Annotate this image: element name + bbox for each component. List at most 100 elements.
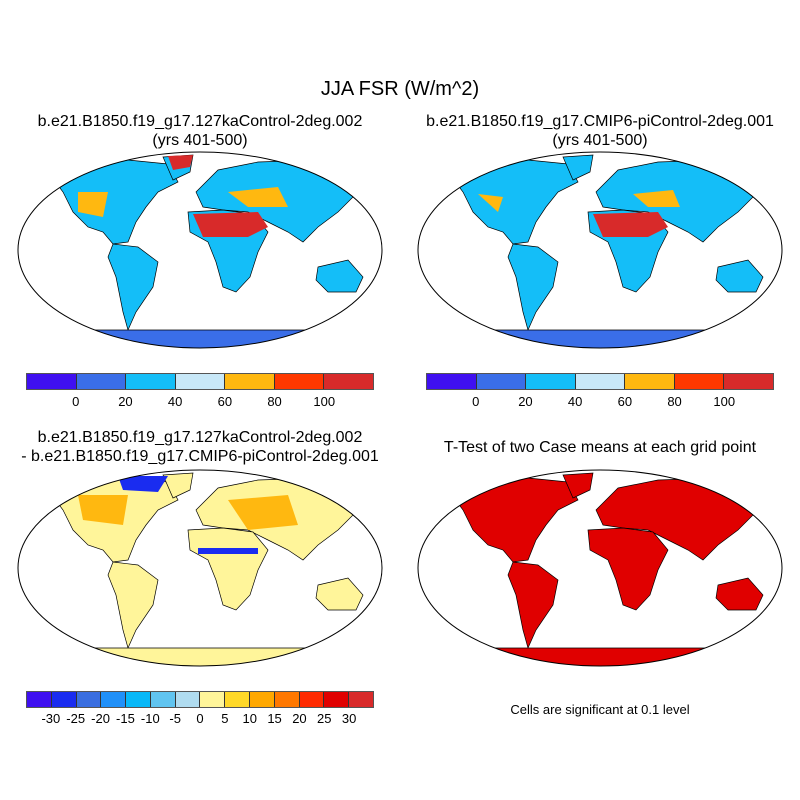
colorbar-tick-label: -25 bbox=[66, 711, 86, 726]
colorbar-tick-label: 10 bbox=[242, 711, 257, 726]
colorbar-difference-labels: -30 -25 -20 -15 -10 -5 0 5 10 15 20 25 30 bbox=[26, 711, 374, 727]
colorbar-tick-label: -15 bbox=[116, 711, 135, 726]
colorbar-tick-label: -10 bbox=[140, 711, 160, 726]
continent-samerica bbox=[107, 243, 159, 332]
colorbar-tick-label: 100 bbox=[713, 394, 736, 409]
colorbar-swatch bbox=[27, 374, 77, 389]
colorbar-tick-label: 20 bbox=[292, 711, 307, 726]
colorbar-swatch bbox=[674, 374, 725, 389]
colorbar-tick-label: 80 bbox=[667, 394, 682, 409]
title-line: (yrs 401-500) bbox=[152, 132, 248, 149]
continent-samerica bbox=[507, 243, 559, 332]
field-region bbox=[228, 495, 298, 530]
continent-australia bbox=[315, 577, 364, 611]
map-border bbox=[417, 469, 783, 667]
figure-title: JJA FSR (W/m^2) bbox=[320, 78, 480, 100]
colorbar-difference bbox=[26, 691, 374, 708]
colorbar-swatch bbox=[575, 374, 626, 389]
colorbar-swatch bbox=[175, 374, 226, 389]
colorbar-tick-label: 0 bbox=[472, 394, 480, 409]
colorbar-absolute-right-labels: 0 20 40 60 80 100 bbox=[426, 394, 774, 410]
colorbar-swatch bbox=[200, 692, 226, 707]
continent-namerica bbox=[447, 159, 579, 245]
title-line: b.e21.B1850.f19_g17.127kaControl-2deg.00… bbox=[37, 429, 363, 446]
map-panel bbox=[17, 469, 383, 667]
colorbar-tick-label: 5 bbox=[221, 711, 229, 726]
continent-samerica bbox=[107, 561, 159, 650]
continent-samerica bbox=[507, 561, 559, 650]
colorbar-tick-label: 15 bbox=[267, 711, 282, 726]
field-region bbox=[193, 212, 268, 237]
field-region bbox=[593, 212, 668, 237]
colorbar-swatch bbox=[126, 692, 151, 707]
colorbar-swatch bbox=[724, 374, 774, 389]
significance-note: Cells are significant at 0.1 level bbox=[510, 702, 690, 717]
colorbar-tick-label: 60 bbox=[617, 394, 633, 409]
colorbar-tick-label: 80 bbox=[267, 394, 282, 409]
continent-namerica bbox=[447, 477, 579, 563]
colorbar-swatch bbox=[349, 692, 373, 707]
colorbar-swatch bbox=[126, 374, 176, 389]
colorbar-tick-label: 40 bbox=[167, 394, 183, 409]
colorbar-absolute bbox=[26, 373, 374, 390]
colorbar-tick-label: 60 bbox=[217, 394, 233, 409]
colorbar-tick-label: 25 bbox=[317, 711, 332, 726]
colorbar-tick-label: -20 bbox=[91, 711, 110, 726]
continent-australia bbox=[315, 259, 364, 293]
field-region bbox=[198, 548, 258, 554]
continent-greenland bbox=[562, 154, 594, 181]
map-border bbox=[417, 151, 783, 349]
colorbar-swatch bbox=[526, 374, 576, 389]
colorbar-tick-label: 20 bbox=[118, 394, 133, 409]
field-region bbox=[228, 187, 288, 207]
continent-namerica bbox=[47, 159, 179, 245]
panel-title-bottom-left: b.e21.B1850.f19_g17.127kaControl-2deg.00… bbox=[0, 428, 400, 466]
panel-title-bottom-right: T-Test of two Case means at each grid po… bbox=[443, 439, 757, 456]
colorbar-swatch bbox=[324, 692, 350, 707]
field-region bbox=[478, 194, 503, 212]
colorbar-absolute-labels: 0 20 40 60 80 100 bbox=[26, 394, 374, 410]
colorbar-swatch bbox=[225, 692, 251, 707]
map-panel bbox=[417, 151, 783, 349]
colorbar-tick-label: 100 bbox=[313, 394, 336, 409]
title-line: b.e21.B1850.f19_g17.CMIP6-piControl-2deg… bbox=[426, 113, 774, 130]
colorbar-swatch bbox=[76, 374, 127, 389]
continent-greenland bbox=[162, 472, 194, 499]
colorbar-swatch bbox=[225, 374, 275, 389]
map-panel bbox=[17, 151, 383, 349]
colorbar-swatch bbox=[427, 374, 477, 389]
colorbar-swatch bbox=[250, 692, 275, 707]
colorbar-tick-label: 40 bbox=[567, 394, 583, 409]
colorbar-tick-label: -30 bbox=[41, 711, 61, 726]
colorbar-swatch bbox=[476, 374, 527, 389]
colorbar-swatch bbox=[274, 374, 325, 389]
colorbar-tick-label: 30 bbox=[341, 711, 357, 726]
colorbar-swatch bbox=[175, 692, 201, 707]
colorbar-swatch bbox=[324, 374, 374, 389]
colorbar-swatch bbox=[76, 692, 102, 707]
map-border bbox=[17, 469, 383, 667]
field-region bbox=[118, 476, 168, 492]
colorbar-swatch bbox=[150, 692, 176, 707]
field-region bbox=[168, 155, 193, 170]
colorbar-swatch bbox=[27, 692, 52, 707]
colorbar-swatch bbox=[625, 374, 675, 389]
colorbar-swatch bbox=[101, 692, 127, 707]
continent-greenland bbox=[562, 472, 594, 499]
colorbar-swatch bbox=[51, 692, 77, 707]
colorbar-swatch bbox=[299, 692, 325, 707]
colorbar-swatch bbox=[274, 692, 300, 707]
title-line: b.e21.B1850.f19_g17.127kaControl-2deg.00… bbox=[37, 113, 363, 130]
continent-australia bbox=[715, 259, 764, 293]
field-region bbox=[78, 192, 108, 217]
panel-title-top-right: b.e21.B1850.f19_g17.CMIP6-piControl-2deg… bbox=[400, 112, 800, 150]
map-border bbox=[17, 151, 383, 349]
colorbar-tick-label: -5 bbox=[169, 711, 181, 726]
panel-title-top-left: b.e21.B1850.f19_g17.127kaControl-2deg.00… bbox=[0, 112, 400, 150]
continent-africa bbox=[187, 527, 269, 611]
field-region bbox=[78, 495, 128, 525]
colorbar-tick-label: 0 bbox=[72, 394, 80, 409]
map-panel bbox=[417, 469, 783, 667]
